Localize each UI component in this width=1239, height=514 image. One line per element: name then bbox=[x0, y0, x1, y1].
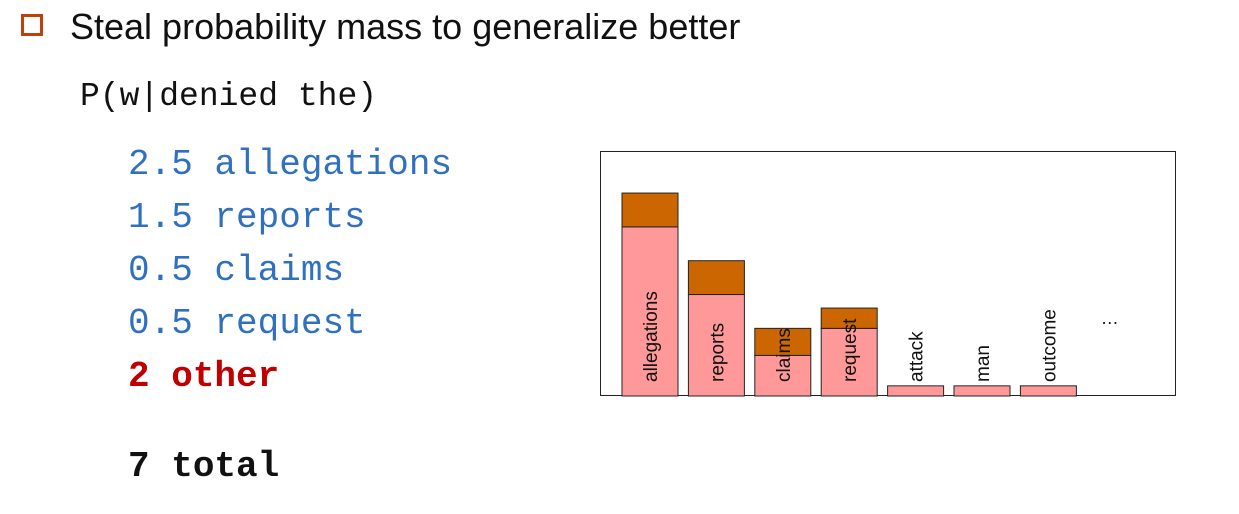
probability-formula: P(w|denied the) bbox=[80, 78, 378, 115]
other-value: 2 bbox=[128, 356, 150, 397]
bar-base-attack bbox=[887, 385, 945, 397]
bar-top-request bbox=[820, 307, 878, 329]
other-word: other bbox=[171, 356, 280, 397]
count-row-other: 2 other bbox=[128, 350, 452, 403]
bar-label-allegations: allegations bbox=[641, 291, 662, 382]
total-word: total bbox=[171, 446, 280, 487]
count-row-claims: 0.5 claims bbox=[128, 244, 452, 297]
bar-base-outcome bbox=[1019, 385, 1077, 397]
total-row: 7 total bbox=[128, 446, 279, 487]
bar-label-claims: claims bbox=[774, 328, 795, 382]
bar-chart-svg: allegations reports claims request attack man… bbox=[621, 192, 1119, 397]
bar-label-attack: attack bbox=[907, 331, 928, 382]
count-value: 0.5 bbox=[128, 303, 193, 344]
count-row-request: 0.5 request bbox=[128, 297, 452, 350]
count-row-reports: 1.5 reports bbox=[128, 191, 452, 244]
chart-ellipsis: … bbox=[1101, 308, 1119, 328]
count-list: 2.5 allegations 1.5 reports 0.5 claims 0… bbox=[128, 138, 452, 403]
bar-top-claims bbox=[754, 327, 812, 356]
bar-label-outcome: outcome bbox=[1039, 309, 1060, 382]
bar-top-allegations bbox=[621, 192, 679, 228]
bar-label-request: request bbox=[840, 318, 861, 382]
bar-chart: allegations reports claims request attack man… bbox=[600, 151, 1176, 397]
bar-base-reports bbox=[687, 294, 745, 397]
count-value: 0.5 bbox=[128, 250, 193, 291]
count-value: 1.5 bbox=[128, 197, 193, 238]
count-row-allegations: 2.5 allegations bbox=[128, 138, 452, 191]
bar-label-reports: reports bbox=[707, 323, 728, 382]
count-word: reports bbox=[214, 197, 366, 238]
bar-base-man bbox=[953, 385, 1011, 397]
count-word: allegations bbox=[214, 144, 453, 185]
total-value: 7 bbox=[128, 446, 150, 487]
count-word: claims bbox=[214, 250, 345, 291]
slide-heading: Steal probability mass to generalize bet… bbox=[70, 6, 741, 47]
count-value: 2.5 bbox=[128, 144, 193, 185]
bullet-checkbox-icon bbox=[21, 14, 43, 36]
bar-base-allegations bbox=[621, 226, 679, 397]
bar-base-request bbox=[820, 327, 878, 397]
count-word: request bbox=[214, 303, 366, 344]
bar-label-man: man bbox=[973, 345, 994, 382]
bar-top-reports bbox=[687, 260, 745, 296]
